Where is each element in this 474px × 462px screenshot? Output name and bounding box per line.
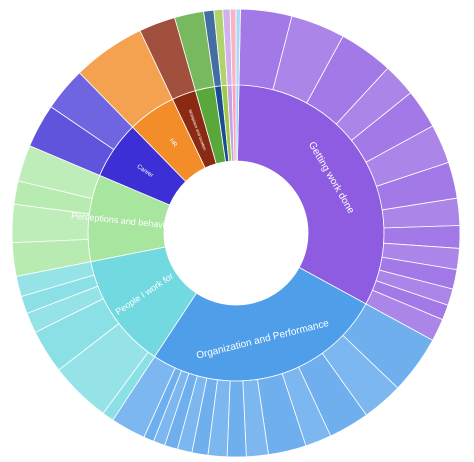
inner-label-hr: HR xyxy=(168,138,178,149)
outer-segment-segment[interactable] xyxy=(235,8,241,86)
